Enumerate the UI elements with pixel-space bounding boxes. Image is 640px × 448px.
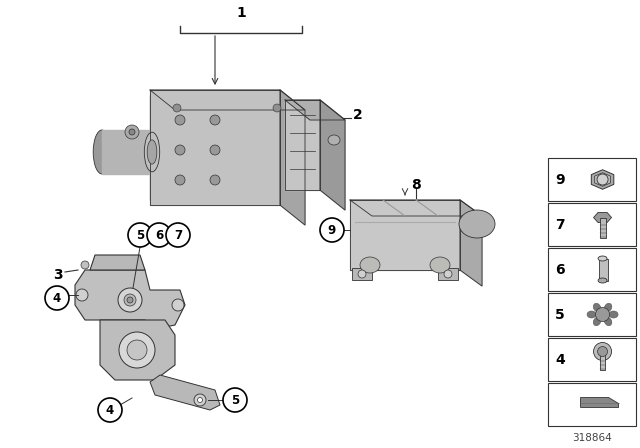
Ellipse shape [598, 278, 607, 283]
Polygon shape [580, 397, 618, 408]
Bar [548, 203, 636, 246]
Polygon shape [280, 90, 305, 225]
Ellipse shape [609, 311, 618, 318]
Text: 4: 4 [106, 404, 114, 417]
Circle shape [223, 388, 247, 412]
Polygon shape [90, 255, 145, 270]
Polygon shape [150, 90, 280, 205]
Text: 318864: 318864 [572, 433, 612, 443]
Ellipse shape [587, 311, 596, 318]
Text: 5: 5 [231, 393, 239, 406]
Circle shape [198, 397, 202, 402]
Polygon shape [285, 100, 345, 120]
Bar [548, 158, 636, 201]
Circle shape [124, 294, 136, 306]
Polygon shape [591, 170, 614, 189]
Bar [548, 338, 636, 381]
Ellipse shape [593, 317, 601, 326]
Text: 9: 9 [328, 224, 336, 237]
Circle shape [596, 307, 609, 322]
Circle shape [128, 223, 152, 247]
Text: 6: 6 [155, 228, 163, 241]
Bar [600, 352, 605, 370]
Text: 4: 4 [555, 353, 565, 366]
Circle shape [194, 394, 206, 406]
Polygon shape [102, 130, 152, 174]
Text: 9: 9 [555, 172, 565, 186]
Polygon shape [75, 270, 185, 330]
Bar [598, 258, 607, 280]
Polygon shape [320, 100, 345, 210]
Circle shape [127, 297, 133, 303]
Ellipse shape [604, 317, 612, 326]
Circle shape [597, 174, 608, 185]
Text: 7: 7 [555, 217, 565, 232]
Circle shape [125, 125, 139, 139]
Circle shape [598, 346, 607, 357]
Polygon shape [595, 172, 611, 186]
Circle shape [172, 299, 184, 311]
Circle shape [81, 261, 89, 269]
Circle shape [127, 340, 147, 360]
Ellipse shape [430, 257, 450, 273]
Polygon shape [285, 100, 320, 190]
Circle shape [98, 398, 122, 422]
Ellipse shape [598, 256, 607, 261]
Circle shape [175, 145, 185, 155]
Text: 2: 2 [353, 108, 363, 122]
Polygon shape [350, 200, 482, 216]
Ellipse shape [360, 257, 380, 273]
Circle shape [147, 223, 171, 247]
Circle shape [210, 175, 220, 185]
Circle shape [175, 115, 185, 125]
Text: 8: 8 [411, 178, 421, 192]
Circle shape [45, 286, 69, 310]
Bar [352, 268, 372, 280]
Bar [438, 268, 458, 280]
Circle shape [320, 218, 344, 242]
Polygon shape [150, 90, 305, 110]
Polygon shape [460, 200, 482, 286]
Text: 5: 5 [136, 228, 144, 241]
Text: 6: 6 [555, 263, 565, 276]
Ellipse shape [459, 210, 495, 238]
Text: 4: 4 [53, 292, 61, 305]
Circle shape [129, 129, 135, 135]
Ellipse shape [593, 303, 601, 312]
Circle shape [358, 270, 366, 278]
Ellipse shape [328, 135, 340, 145]
Polygon shape [350, 200, 460, 270]
Polygon shape [100, 320, 175, 380]
Circle shape [166, 223, 190, 247]
Bar [600, 217, 605, 237]
Text: 1: 1 [236, 6, 246, 20]
Circle shape [210, 115, 220, 125]
Circle shape [175, 175, 185, 185]
Polygon shape [593, 212, 612, 223]
Circle shape [173, 104, 181, 112]
Ellipse shape [144, 132, 160, 172]
Text: 7: 7 [174, 228, 182, 241]
Circle shape [76, 289, 88, 301]
Text: 3: 3 [53, 268, 63, 282]
Ellipse shape [147, 140, 157, 164]
Bar [548, 383, 636, 426]
Polygon shape [150, 375, 220, 410]
Bar [548, 293, 636, 336]
Circle shape [119, 332, 155, 368]
Circle shape [210, 145, 220, 155]
Circle shape [118, 288, 142, 312]
Text: 5: 5 [555, 307, 565, 322]
Circle shape [444, 270, 452, 278]
Circle shape [273, 104, 281, 112]
Ellipse shape [93, 130, 111, 174]
Circle shape [593, 343, 612, 361]
Ellipse shape [604, 303, 612, 312]
Bar [548, 248, 636, 291]
